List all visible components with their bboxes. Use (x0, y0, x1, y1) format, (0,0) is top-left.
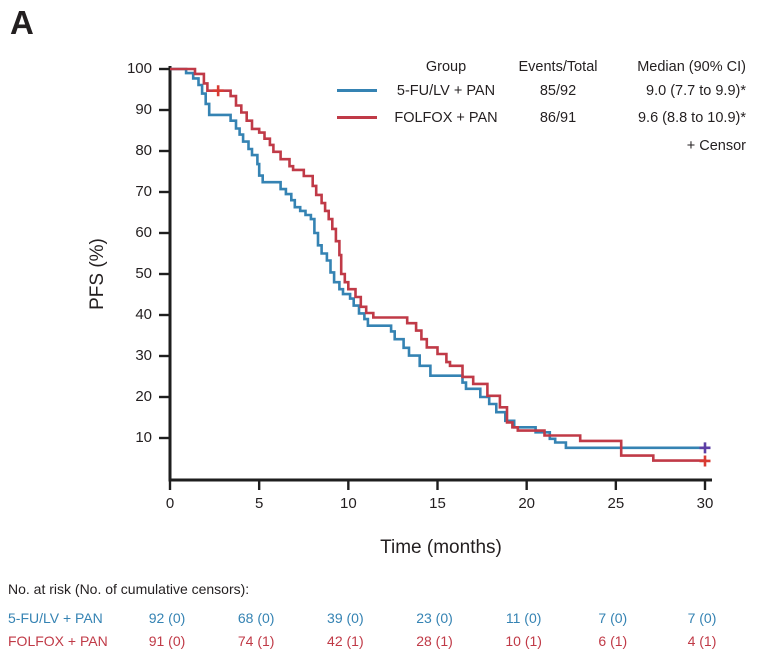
y-tick-label: 20 (135, 388, 152, 405)
risk-value: 23 (0) (416, 610, 453, 626)
legend-header-median: Median (90% CI) (637, 59, 746, 75)
x-tick-label: 20 (518, 495, 535, 512)
risk-value: 7 (0) (598, 610, 628, 626)
censor-mark (699, 455, 711, 467)
x-tick-label: 0 (165, 495, 175, 512)
axes (168, 66, 712, 482)
risk-table-header: No. at risk (No. of cumulative censors): (8, 581, 250, 597)
risk-value: 39 (0) (327, 610, 364, 626)
y-tick-label: 80 (135, 142, 152, 159)
x-tick-label: 10 (339, 495, 357, 512)
legend-group-red: FOLFOX + PAN (394, 110, 498, 126)
x-tick-label: 30 (696, 495, 714, 512)
x-tick-label: 25 (607, 495, 625, 512)
risk-value: 91 (0) (148, 633, 186, 649)
legend-events-blue: 85/92 (539, 83, 577, 99)
censor-mark (699, 442, 711, 454)
legend-median-blue: 9.0 (7.7 to 9.9)* (646, 83, 746, 99)
km-curve-5-fu-lv-pan (170, 67, 705, 450)
risk-value: 42 (1) (327, 633, 364, 649)
y-tick-label: 40 (135, 306, 152, 323)
risk-value: 92 (0) (148, 610, 186, 626)
risk-value: 68 (0) (237, 610, 275, 626)
y-tick-label: 100 (126, 60, 152, 77)
y-tick-label: 60 (135, 224, 152, 241)
risk-value: 6 (1) (598, 633, 628, 649)
risk-value: 11 (0) (505, 610, 542, 626)
panel-label: A (10, 4, 34, 41)
legend-header-group: Group (425, 59, 467, 75)
y-tick-label: 30 (135, 347, 152, 364)
y-axis-title: PFS (%) (87, 238, 108, 310)
y-tick-label: 90 (135, 101, 152, 118)
risk-value: 10 (1) (505, 633, 542, 649)
risk-value: 4 (1) (687, 633, 717, 649)
censor-mark (212, 85, 224, 97)
legend-events-red: 86/91 (539, 110, 577, 126)
legend-line-blue (337, 89, 377, 92)
legend-median-red: 9.6 (8.8 to 10.9)* (637, 110, 746, 126)
risk-row-label-blue: 5-FU/LV + PAN (8, 610, 103, 626)
x-axis-title: Time (months) (380, 537, 502, 558)
risk-value: 7 (0) (687, 610, 717, 626)
legend-censor-label: + Censor (686, 138, 746, 154)
risk-row-label-red: FOLFOX + PAN (8, 633, 108, 649)
risk-value: 28 (1) (416, 633, 453, 649)
legend-header-events: Events/Total (518, 59, 598, 75)
x-tick-label: 5 (254, 495, 264, 512)
x-tick-label: 15 (429, 495, 446, 512)
km-curve-folfox-pan (170, 67, 707, 462)
y-tick-label: 50 (135, 265, 152, 282)
legend-group-blue: 5-FU/LV + PAN (396, 83, 496, 99)
risk-value: 74 (1) (237, 633, 275, 649)
y-tick-label: 10 (135, 429, 152, 446)
y-tick-label: 70 (135, 183, 152, 200)
legend-line-red (337, 116, 377, 119)
